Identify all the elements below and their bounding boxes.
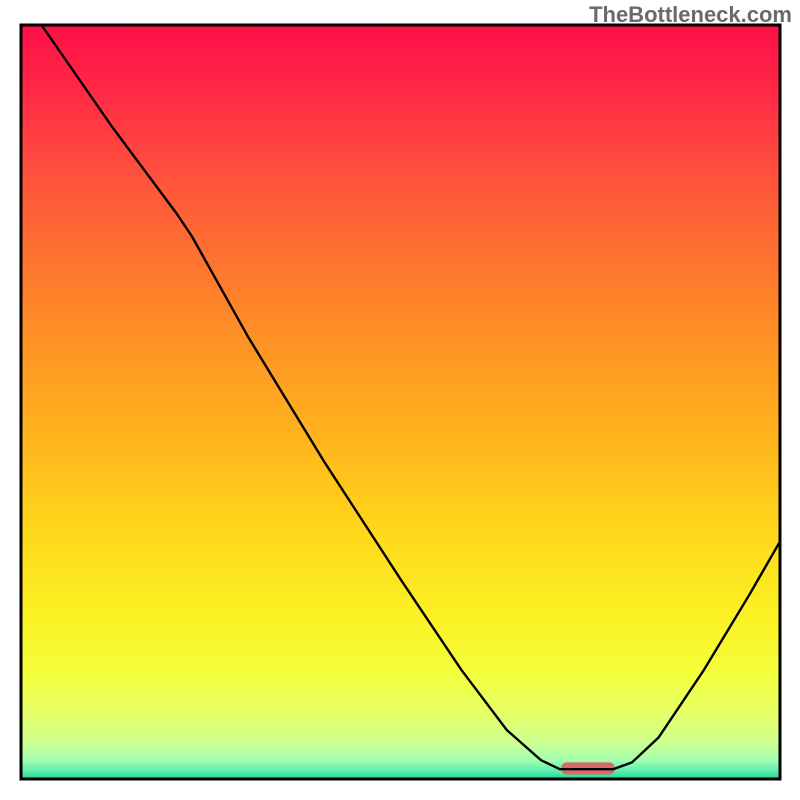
plot-background	[21, 25, 780, 779]
bottleneck-chart	[0, 0, 800, 800]
watermark-text: TheBottleneck.com	[589, 2, 792, 28]
chart-container: TheBottleneck.com	[0, 0, 800, 800]
